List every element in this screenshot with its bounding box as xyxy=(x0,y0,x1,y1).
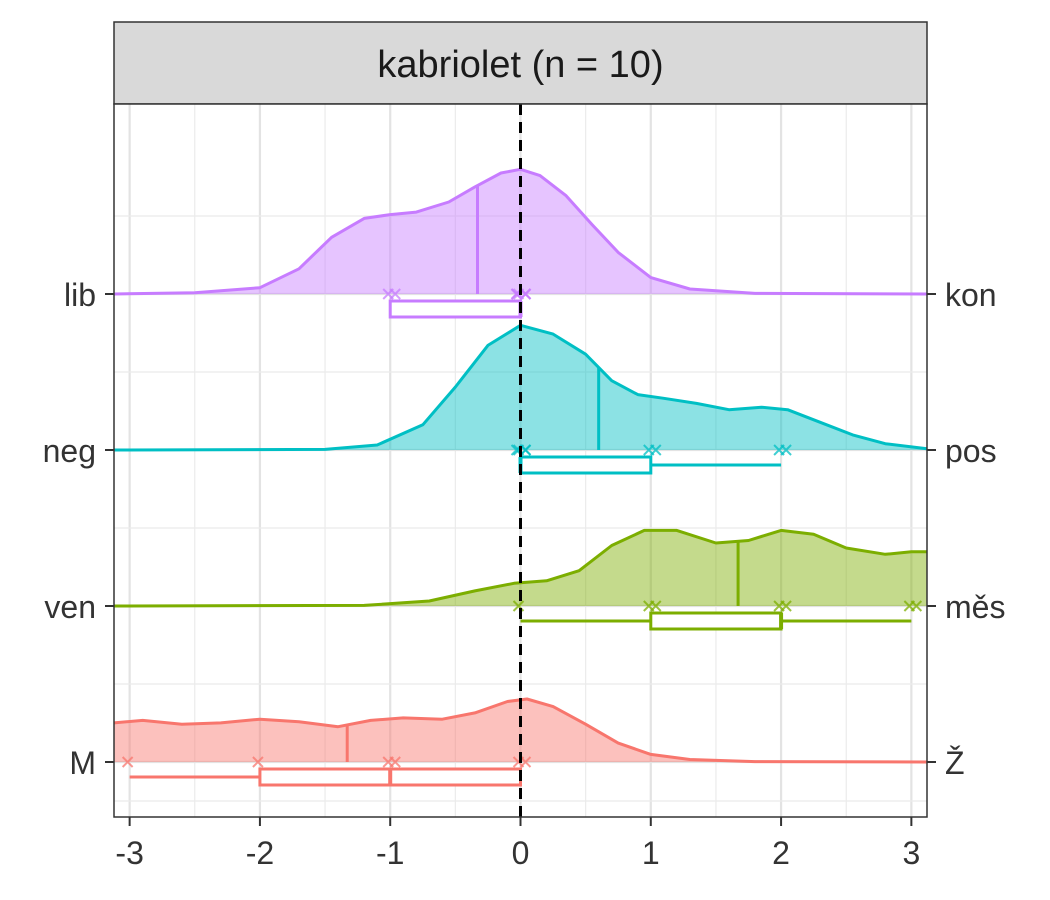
data-point xyxy=(519,756,532,768)
y-label-left: M xyxy=(69,745,96,781)
data-point xyxy=(389,288,401,300)
data-point xyxy=(780,600,792,612)
y-label-right: pos xyxy=(945,433,997,469)
density-curve xyxy=(113,697,928,764)
row-M xyxy=(113,697,928,787)
y-axis-left: lib neg ven M xyxy=(43,277,114,781)
y-label-left: neg xyxy=(43,433,96,469)
y-axis-right: kon pos měs Ž xyxy=(927,277,1005,781)
data-point xyxy=(910,600,923,612)
x-tick-label: -2 xyxy=(246,835,274,871)
facet-title: kabriolet (n = 10) xyxy=(377,44,663,86)
density-curve xyxy=(113,528,927,608)
y-label-right: Ž xyxy=(945,745,965,781)
density-curve xyxy=(113,167,928,296)
density-area xyxy=(114,530,927,606)
y-label-left: lib xyxy=(64,277,96,313)
box-iqr xyxy=(388,299,523,319)
box-iqr xyxy=(519,455,653,475)
density-area xyxy=(114,699,927,762)
data-point xyxy=(252,756,264,768)
density-area xyxy=(114,325,927,450)
x-tick-label: 2 xyxy=(772,835,790,871)
density-curve xyxy=(113,323,928,452)
data-point xyxy=(121,756,134,768)
data-point xyxy=(519,288,532,300)
x-tick-label: -3 xyxy=(115,835,143,871)
row-ven xyxy=(113,528,927,631)
data-point xyxy=(650,444,662,456)
data-point xyxy=(519,444,532,456)
x-tick-label: 1 xyxy=(642,835,660,871)
x-axis: -3 -2 -1 0 1 2 3 xyxy=(115,817,920,871)
plot-panel xyxy=(113,103,928,818)
y-label-left: ven xyxy=(44,589,96,625)
x-tick-label: -1 xyxy=(376,835,404,871)
row-neg xyxy=(113,323,928,475)
y-label-right: měs xyxy=(945,589,1005,625)
facet-strip: kabriolet (n = 10) xyxy=(113,21,928,105)
data-point xyxy=(780,444,792,456)
y-label-right: kon xyxy=(945,277,997,313)
x-tick-label: 0 xyxy=(512,835,530,871)
box-iqr xyxy=(649,611,783,631)
x-tick-label: 3 xyxy=(902,835,920,871)
data-point xyxy=(389,756,401,768)
data-point xyxy=(650,600,662,612)
